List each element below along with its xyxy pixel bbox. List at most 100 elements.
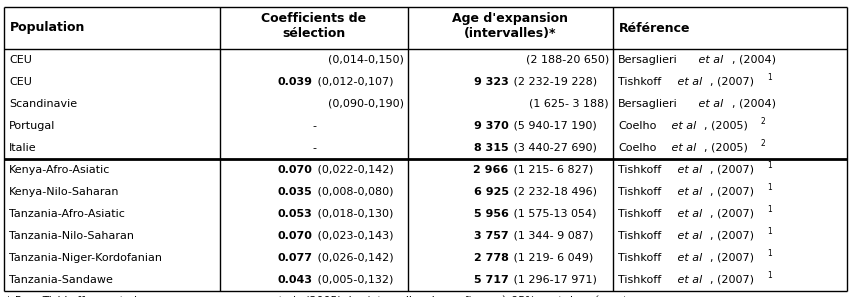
Text: (2005), les intervalles de confiance à 95% sont donnés entre: (2005), les intervalles de confiance à 9… xyxy=(302,296,638,297)
Text: (2 232-18 496): (2 232-18 496) xyxy=(511,187,597,197)
Text: Coefficients de
sélection: Coefficients de sélection xyxy=(261,12,367,40)
Text: -: - xyxy=(312,143,316,153)
Text: et al: et al xyxy=(674,253,702,263)
Text: , (2007): , (2007) xyxy=(711,165,754,175)
Text: (2 232-19 228): (2 232-19 228) xyxy=(511,77,597,87)
Text: 0.035: 0.035 xyxy=(277,187,312,197)
Text: , (2007): , (2007) xyxy=(711,77,754,87)
Text: Tishkoff: Tishkoff xyxy=(618,275,661,285)
Text: (3 440-27 690): (3 440-27 690) xyxy=(511,143,597,153)
Text: (1 219- 6 049): (1 219- 6 049) xyxy=(511,253,594,263)
Text: 1: 1 xyxy=(767,206,772,214)
Text: Bersaglieri: Bersaglieri xyxy=(618,55,677,65)
Text: et al: et al xyxy=(271,296,295,297)
Text: (1 296-17 971): (1 296-17 971) xyxy=(511,275,597,285)
Text: et al: et al xyxy=(674,209,702,219)
Text: Tanzania-Afro-Asiatic: Tanzania-Afro-Asiatic xyxy=(9,209,125,219)
Text: (0,090-0,190): (0,090-0,190) xyxy=(328,99,404,109)
Text: 2: 2 xyxy=(761,140,765,148)
Text: 2 966: 2 966 xyxy=(473,165,509,175)
Text: et al: et al xyxy=(112,296,136,297)
Text: 0.043: 0.043 xyxy=(277,275,312,285)
Text: CEU: CEU xyxy=(9,55,31,65)
Text: Tishkoff: Tishkoff xyxy=(618,187,661,197)
Text: 5 956: 5 956 xyxy=(474,209,509,219)
Text: (0,018-0,130): (0,018-0,130) xyxy=(314,209,393,219)
Text: (0,026-0,142): (0,026-0,142) xyxy=(314,253,394,263)
Text: et al: et al xyxy=(695,55,723,65)
Text: 9 323: 9 323 xyxy=(474,77,509,87)
Text: Coelho: Coelho xyxy=(618,143,656,153)
Text: Tishkoff: Tishkoff xyxy=(618,165,661,175)
Text: Kenya-Nilo-Saharan: Kenya-Nilo-Saharan xyxy=(9,187,119,197)
Text: et al: et al xyxy=(695,99,723,109)
Text: Kenya-Afro-Asiatic: Kenya-Afro-Asiatic xyxy=(9,165,111,175)
Text: 1: 1 xyxy=(767,271,772,280)
Text: Italie: Italie xyxy=(9,143,37,153)
Text: , (2007): , (2007) xyxy=(711,275,754,285)
Text: et al: et al xyxy=(674,77,702,87)
Text: Tishkoff: Tishkoff xyxy=(618,209,661,219)
Text: (1 344- 9 087): (1 344- 9 087) xyxy=(511,231,594,241)
Text: et al: et al xyxy=(674,165,702,175)
Text: -: - xyxy=(312,121,316,131)
Text: (2 188-20 650): (2 188-20 650) xyxy=(526,55,609,65)
Text: Tanzania-Nilo-Saharan: Tanzania-Nilo-Saharan xyxy=(9,231,134,241)
Text: Age d'expansion
(intervalles)*: Age d'expansion (intervalles)* xyxy=(453,12,568,40)
Text: Coelho: Coelho xyxy=(618,121,656,131)
Text: , (2005): , (2005) xyxy=(704,143,748,153)
Text: 5 717: 5 717 xyxy=(474,275,509,285)
Text: (1 575-13 054): (1 575-13 054) xyxy=(511,209,597,219)
Text: (1 625- 3 188): (1 625- 3 188) xyxy=(529,99,609,109)
Text: 0.053: 0.053 xyxy=(277,209,312,219)
Text: et al: et al xyxy=(674,187,702,197)
Text: , (2004): , (2004) xyxy=(732,55,775,65)
Text: 1: 1 xyxy=(767,162,772,170)
Text: , (2007): , (2007) xyxy=(711,209,754,219)
Text: Population: Population xyxy=(10,21,85,34)
Text: Référence: Référence xyxy=(619,21,690,34)
Text: et al: et al xyxy=(667,143,696,153)
Text: 1: 1 xyxy=(767,73,772,83)
Text: (0,023-0,143): (0,023-0,143) xyxy=(314,231,393,241)
Text: (5 940-17 190): (5 940-17 190) xyxy=(511,121,597,131)
Text: 1: 1 xyxy=(767,249,772,258)
Text: , (2004): , (2004) xyxy=(732,99,775,109)
Text: et al: et al xyxy=(674,231,702,241)
Text: * Pour Tishkoff: * Pour Tishkoff xyxy=(6,296,89,297)
Text: 0.070: 0.070 xyxy=(277,231,312,241)
Text: *: * xyxy=(349,13,353,23)
Text: et al: et al xyxy=(667,121,696,131)
Text: (2007) et Coelho: (2007) et Coelho xyxy=(144,296,243,297)
Text: 0.070: 0.070 xyxy=(277,165,312,175)
Text: (0,012-0,107): (0,012-0,107) xyxy=(314,77,393,87)
Text: 6 925: 6 925 xyxy=(473,187,509,197)
Text: (0,008-0,080): (0,008-0,080) xyxy=(314,187,393,197)
Text: 2: 2 xyxy=(761,118,765,127)
Text: 1: 1 xyxy=(767,184,772,192)
Text: , (2007): , (2007) xyxy=(711,187,754,197)
Text: Tishkoff: Tishkoff xyxy=(618,77,661,87)
Text: 2 778: 2 778 xyxy=(474,253,509,263)
Text: , (2007): , (2007) xyxy=(711,253,754,263)
Text: Scandinavie: Scandinavie xyxy=(9,99,77,109)
Text: 1: 1 xyxy=(767,228,772,236)
Text: Tanzania-Sandawe: Tanzania-Sandawe xyxy=(9,275,113,285)
Text: Tishkoff: Tishkoff xyxy=(618,231,661,241)
Text: (0,014-0,150): (0,014-0,150) xyxy=(328,55,404,65)
Text: 9 370: 9 370 xyxy=(474,121,509,131)
Text: Bersaglieri: Bersaglieri xyxy=(618,99,677,109)
Text: CEU: CEU xyxy=(9,77,31,87)
Text: Tishkoff: Tishkoff xyxy=(618,253,661,263)
Text: 3 757: 3 757 xyxy=(474,231,509,241)
Text: et al: et al xyxy=(674,275,702,285)
Text: Tanzania-Niger-Kordofanian: Tanzania-Niger-Kordofanian xyxy=(9,253,162,263)
Text: (1 215- 6 827): (1 215- 6 827) xyxy=(511,165,594,175)
Text: 0.077: 0.077 xyxy=(277,253,312,263)
Text: , (2005): , (2005) xyxy=(704,121,748,131)
Text: Portugal: Portugal xyxy=(9,121,55,131)
Text: 8 315: 8 315 xyxy=(474,143,509,153)
Text: (0,005-0,132): (0,005-0,132) xyxy=(314,275,393,285)
Text: 0.039: 0.039 xyxy=(277,77,312,87)
Text: (0,022-0,142): (0,022-0,142) xyxy=(314,165,394,175)
